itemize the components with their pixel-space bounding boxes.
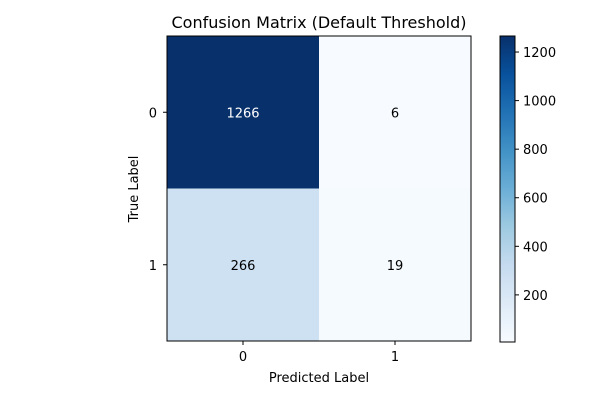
heatmap-cell — [167, 188, 320, 342]
y-axis: 01 — [149, 106, 167, 274]
cell-value-label: 266 — [231, 259, 256, 274]
cell-value-labels: 1266 6 266 19 — [226, 106, 403, 274]
x-axis-label: Predicted Label — [269, 371, 369, 386]
colorbar-tick-label: 200 — [523, 289, 548, 304]
heatmap-cells — [167, 36, 472, 342]
colorbar-tick-label: 400 — [523, 240, 548, 255]
colorbar-tick-label: 1000 — [523, 95, 556, 110]
plot-frame — [166, 35, 472, 342]
y-tick-label: 0 — [149, 106, 157, 121]
heatmap-cell — [319, 188, 472, 342]
heatmap-cell — [167, 36, 320, 189]
y-axis-label: True Label — [127, 156, 142, 224]
cell-value-label: 1266 — [226, 106, 259, 121]
colorbar-tick-label: 1200 — [523, 46, 556, 61]
x-tick-label: 0 — [239, 350, 247, 365]
colorbar-tick-label: 600 — [523, 192, 548, 207]
colorbar — [499, 35, 516, 343]
colorbar-tick-label: 800 — [523, 143, 548, 158]
heatmap-cell — [319, 36, 472, 189]
x-tick-label: 1 — [391, 350, 399, 365]
cell-value-label: 6 — [391, 106, 399, 121]
chart-title: Confusion Matrix (Default Threshold) — [171, 13, 466, 32]
colorbar-axis: 200 400 600 800 1000 1200 — [515, 46, 556, 304]
cell-value-label: 19 — [387, 259, 404, 274]
y-tick-label: 1 — [149, 259, 157, 274]
